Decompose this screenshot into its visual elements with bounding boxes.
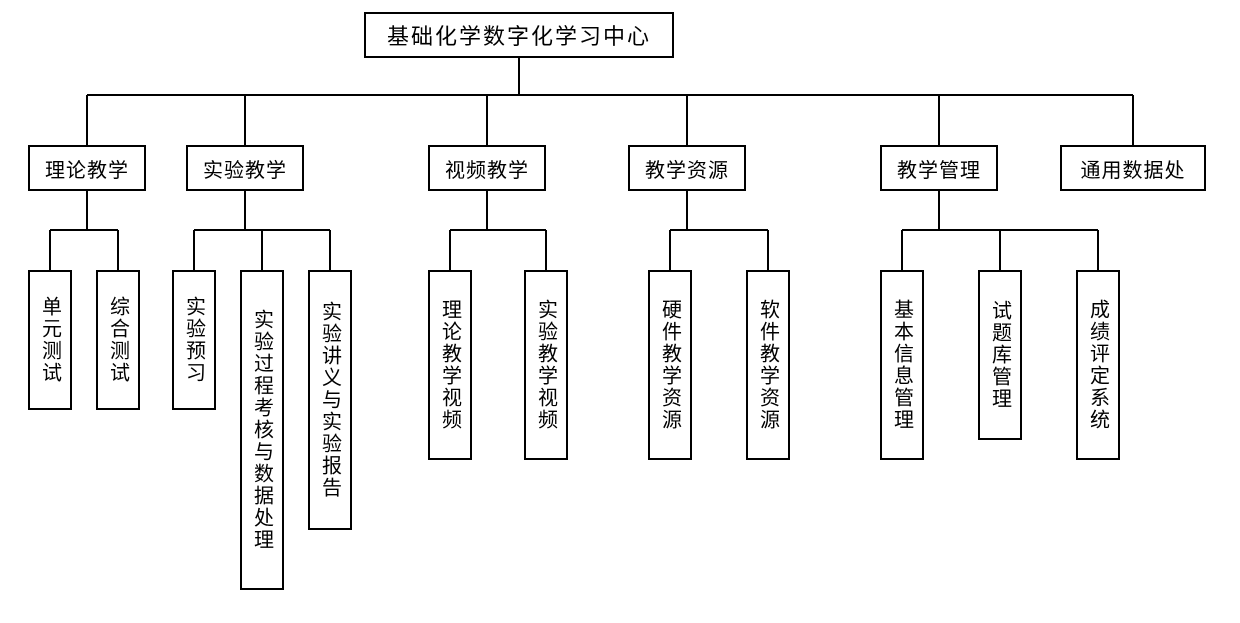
leaf-exp-process: 实验过程考核与数据处理 <box>240 270 284 590</box>
leaf-label: 理论教学视频 <box>436 299 465 431</box>
leaf-exp-report: 实验讲义与实验报告 <box>308 270 352 530</box>
root-node: 基础化学数字化学习中心 <box>364 12 674 58</box>
leaf-label: 成绩评定系统 <box>1084 299 1113 431</box>
leaf-unit-test: 单元测试 <box>28 270 72 410</box>
leaf-exp-prep: 实验预习 <box>172 270 216 410</box>
leaf-hw-res: 硬件教学资源 <box>648 270 692 460</box>
node-res: 教学资源 <box>628 145 746 191</box>
leaf-label: 综合测试 <box>104 296 133 384</box>
leaf-label: 实验教学视频 <box>532 299 561 431</box>
node-theory: 理论教学 <box>28 145 146 191</box>
leaf-label: 硬件教学资源 <box>656 299 685 431</box>
leaf-label: 实验预习 <box>180 296 209 384</box>
root-label: 基础化学数字化学习中心 <box>387 19 651 51</box>
node-exp: 实验教学 <box>186 145 304 191</box>
leaf-comp-test: 综合测试 <box>96 270 140 410</box>
node-label: 实验教学 <box>203 154 287 183</box>
leaf-grade-sys: 成绩评定系统 <box>1076 270 1120 460</box>
leaf-label: 软件教学资源 <box>754 299 783 431</box>
node-label: 通用数据处 <box>1081 154 1186 183</box>
leaf-label: 基本信息管理 <box>888 299 917 431</box>
node-video: 视频教学 <box>428 145 546 191</box>
leaf-exp-video: 实验教学视频 <box>524 270 568 460</box>
node-label: 教学管理 <box>897 154 981 183</box>
leaf-theory-video: 理论教学视频 <box>428 270 472 460</box>
node-label: 视频教学 <box>445 154 529 183</box>
node-data: 通用数据处 <box>1060 145 1206 191</box>
leaf-label: 试题库管理 <box>986 300 1015 410</box>
leaf-label: 实验讲义与实验报告 <box>316 301 345 499</box>
node-label: 教学资源 <box>645 154 729 183</box>
leaf-label: 实验过程考核与数据处理 <box>248 309 277 551</box>
node-label: 理论教学 <box>45 154 129 183</box>
leaf-label: 单元测试 <box>36 296 65 384</box>
leaf-sw-res: 软件教学资源 <box>746 270 790 460</box>
leaf-info-mgmt: 基本信息管理 <box>880 270 924 460</box>
node-mgmt: 教学管理 <box>880 145 998 191</box>
leaf-qbank: 试题库管理 <box>978 270 1022 440</box>
